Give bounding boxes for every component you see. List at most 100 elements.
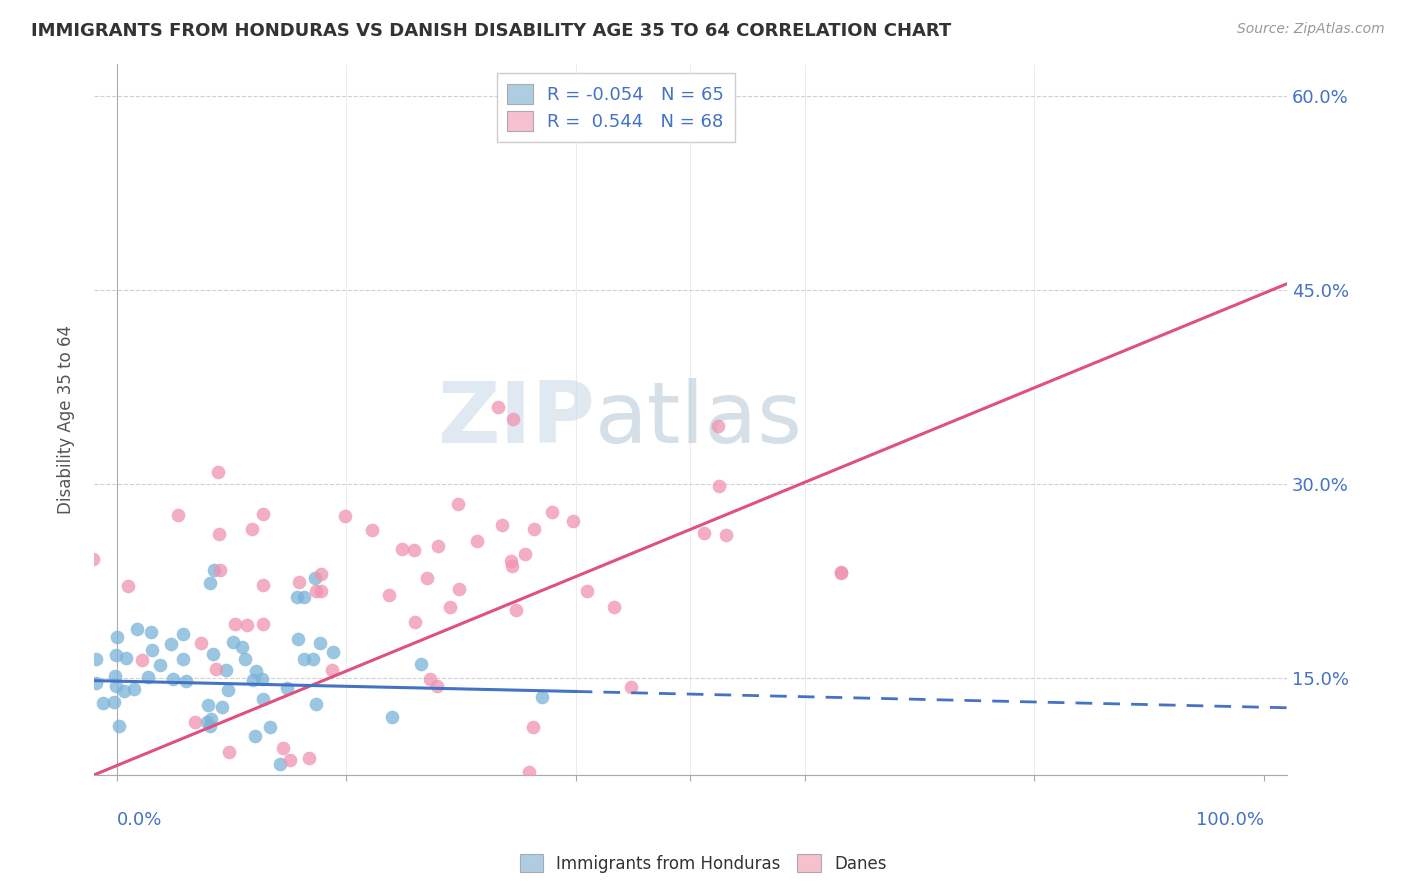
Point: [197, 714, 219, 729]
Point: [285, 590, 308, 604]
Point: [166, 508, 188, 523]
Point: [240, 522, 263, 536]
Point: [411, 657, 433, 671]
Point: [402, 543, 425, 558]
Point: [48, 611, 70, 625]
Point: [501, 558, 523, 573]
Point: [714, 528, 737, 542]
Point: [292, 652, 315, 666]
Point: [48, 605, 70, 619]
Point: [308, 636, 330, 650]
Point: [48, 711, 70, 725]
Point: [322, 645, 344, 659]
Point: [108, 719, 131, 733]
Point: [252, 508, 274, 522]
Point: [160, 637, 183, 651]
Point: [243, 729, 266, 743]
Point: [149, 657, 172, 672]
Point: [287, 632, 309, 646]
Point: [48, 700, 70, 714]
Point: [82, 552, 104, 566]
Point: [531, 690, 554, 705]
Point: [288, 574, 311, 589]
Point: [242, 673, 264, 687]
Point: [269, 756, 291, 771]
Point: [404, 615, 426, 629]
Point: [523, 522, 546, 536]
Point: [114, 651, 136, 665]
Point: [48, 687, 70, 701]
Point: [707, 479, 730, 493]
Point: [603, 600, 626, 615]
Point: [447, 582, 470, 597]
Point: [204, 662, 226, 676]
Point: [131, 653, 153, 667]
Point: [252, 692, 274, 706]
Point: [522, 720, 544, 734]
Point: [321, 663, 343, 677]
Point: [141, 642, 163, 657]
Point: [426, 679, 449, 693]
Point: [304, 584, 326, 599]
Point: [136, 670, 159, 684]
Point: [502, 411, 524, 425]
Point: [439, 600, 461, 615]
Point: [215, 663, 238, 677]
Point: [415, 571, 437, 585]
Point: [288, 788, 311, 802]
Point: [207, 465, 229, 479]
Point: [84, 676, 107, 690]
Point: [245, 664, 267, 678]
Point: [235, 617, 257, 632]
Point: [226, 788, 249, 802]
Point: [231, 640, 253, 654]
Point: [233, 652, 256, 666]
Point: [201, 648, 224, 662]
Point: [122, 682, 145, 697]
Point: [60, 653, 83, 667]
Point: [104, 669, 127, 683]
Text: 0.0%: 0.0%: [117, 811, 162, 830]
Point: [218, 745, 240, 759]
Text: atlas: atlas: [595, 378, 803, 461]
Point: [486, 400, 509, 414]
Point: [278, 753, 301, 767]
Point: [91, 696, 114, 710]
Point: [419, 672, 441, 686]
Point: [66, 635, 89, 649]
Point: [66, 605, 89, 619]
Point: [48, 788, 70, 802]
Point: [222, 635, 245, 649]
Point: [562, 514, 585, 528]
Point: [172, 626, 194, 640]
Point: [48, 756, 70, 770]
Point: [73, 712, 96, 726]
Point: [252, 578, 274, 592]
Point: [84, 652, 107, 666]
Point: [208, 563, 231, 577]
Point: [48, 686, 70, 700]
Legend: R = -0.054   N = 65, R =  0.544   N = 68: R = -0.054 N = 65, R = 0.544 N = 68: [496, 73, 735, 142]
Point: [513, 547, 536, 561]
Point: [236, 788, 259, 802]
Point: [200, 719, 222, 733]
Point: [305, 697, 328, 711]
Point: [162, 672, 184, 686]
Point: [505, 603, 527, 617]
Text: 100.0%: 100.0%: [1197, 811, 1264, 830]
Point: [197, 698, 219, 712]
Point: [202, 563, 225, 577]
Point: [491, 518, 513, 533]
Point: [48, 573, 70, 587]
Y-axis label: Disability Age 35 to 64: Disability Age 35 to 64: [58, 325, 75, 514]
Point: [830, 566, 852, 580]
Point: [707, 419, 730, 434]
Point: [304, 571, 326, 585]
Text: ZIP: ZIP: [437, 378, 595, 461]
Point: [447, 497, 470, 511]
Point: [103, 695, 125, 709]
Point: [541, 505, 564, 519]
Point: [139, 624, 162, 639]
Point: [467, 534, 489, 549]
Point: [309, 566, 332, 581]
